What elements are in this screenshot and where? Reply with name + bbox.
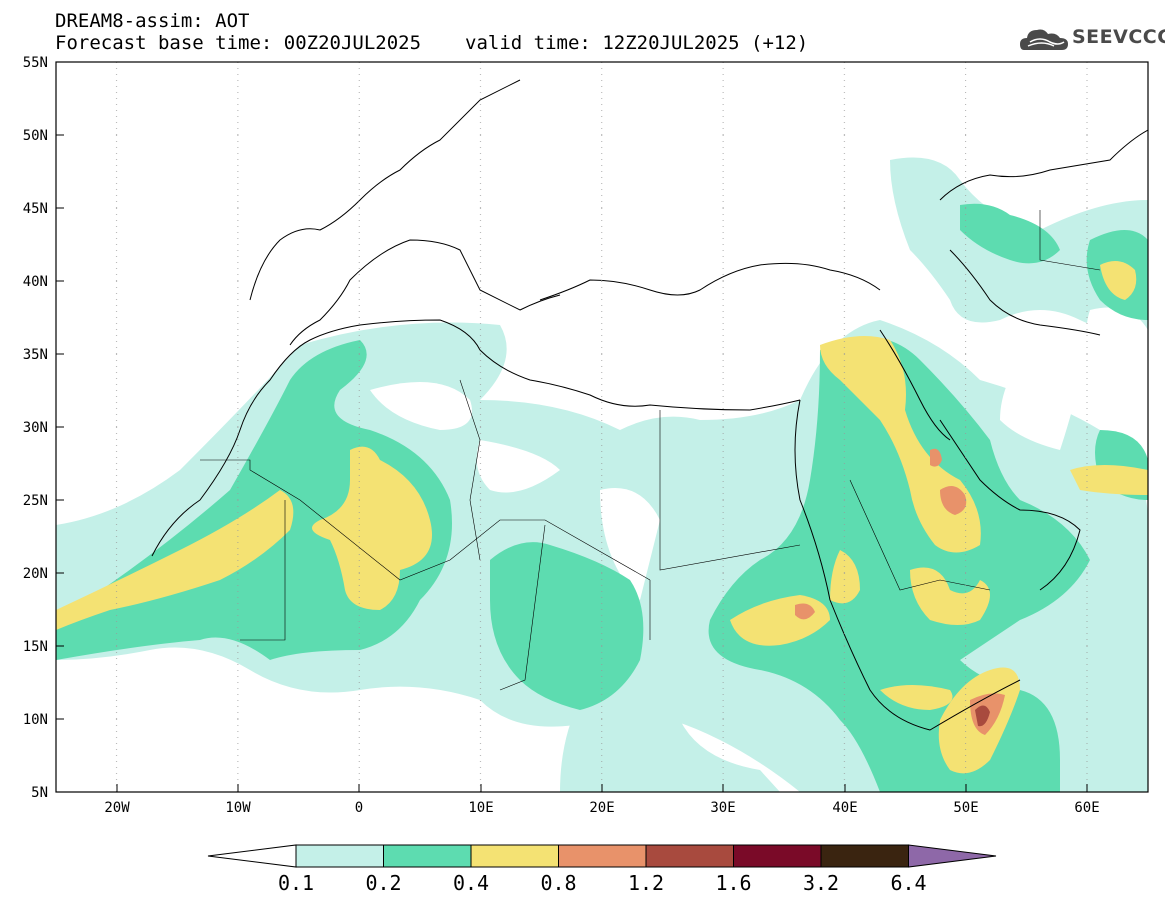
colorbar: 0.1 0.2 0.4 0.8 1.2 1.6 3.2 6.4 bbox=[207, 844, 997, 895]
lon-label: 10W bbox=[225, 800, 251, 816]
lat-label: 30N bbox=[23, 420, 48, 436]
lat-label: 25N bbox=[23, 493, 48, 509]
lon-labels: 20W 10W 0 10E 20E 30E 40E 50E 60E bbox=[104, 800, 1099, 816]
colorbar-box bbox=[645, 844, 734, 868]
colorbar-box bbox=[733, 844, 822, 868]
chart-title: DREAM8-assim: AOT bbox=[55, 10, 250, 32]
lon-label: 20E bbox=[589, 800, 614, 816]
lat-label: 10N bbox=[23, 712, 48, 728]
lon-label: 40E bbox=[832, 800, 857, 816]
lat-label: 20N bbox=[23, 566, 48, 582]
lon-label: 60E bbox=[1074, 800, 1099, 816]
colorbar-low-arrow bbox=[207, 844, 297, 868]
colorbar-box bbox=[558, 844, 647, 868]
colorbar-label: 3.2 bbox=[803, 871, 839, 895]
colorbar-box bbox=[383, 844, 472, 868]
valid-time: valid time: 12Z20JUL2025 (+12) bbox=[465, 32, 809, 54]
lat-label: 55N bbox=[23, 55, 48, 71]
colorbar-box bbox=[820, 844, 909, 868]
lat-label: 45N bbox=[23, 201, 48, 217]
colorbar-label: 0.4 bbox=[453, 871, 489, 895]
colorbar-box bbox=[295, 844, 384, 868]
colorbar-label: 0.8 bbox=[540, 871, 576, 895]
base-time: Forecast base time: 00Z20JUL2025 bbox=[55, 32, 422, 54]
logo-text: SEEVCCC bbox=[1072, 26, 1165, 48]
colorbar-label: 6.4 bbox=[890, 871, 926, 895]
colorbar-label: 0.2 bbox=[365, 871, 401, 895]
lat-label: 15N bbox=[23, 639, 48, 655]
lat-label: 40N bbox=[23, 274, 48, 290]
lat-label: 50N bbox=[23, 128, 48, 144]
lat-label: 5N bbox=[31, 785, 48, 801]
lon-label: 20W bbox=[104, 800, 130, 816]
time-info: Forecast base time: 00Z20JUL2025 valid ti… bbox=[55, 33, 808, 53]
colorbar-high-arrow bbox=[908, 844, 997, 868]
lon-label: 50E bbox=[953, 800, 978, 816]
colorbar-label: 1.2 bbox=[628, 871, 664, 895]
colorbar-label: 1.6 bbox=[715, 871, 751, 895]
axis-ticks bbox=[56, 61, 1088, 792]
lon-label: 0 bbox=[355, 800, 363, 816]
lon-label: 30E bbox=[710, 800, 735, 816]
cloud-logo-icon bbox=[1020, 29, 1068, 50]
colorbar-box bbox=[470, 844, 559, 868]
lon-label: 10E bbox=[468, 800, 493, 816]
lat-labels: 55N 50N 45N 40N 35N 30N 25N 20N 15N 10N … bbox=[23, 55, 48, 801]
lat-label: 35N bbox=[23, 347, 48, 363]
colorbar-label: 0.1 bbox=[278, 871, 314, 895]
